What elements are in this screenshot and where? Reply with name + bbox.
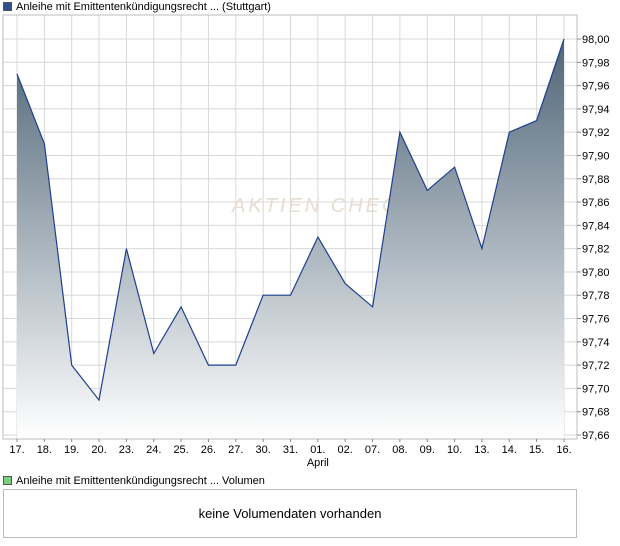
x-tick-label: 13. <box>474 444 489 456</box>
y-tick-label: 97,68 <box>582 407 610 419</box>
x-tick-label: 30. <box>256 444 271 456</box>
watermark: AKTIEN CHECK <box>231 195 416 217</box>
volume-legend: Anleihe mit Emittentenkündigungsrecht ..… <box>3 474 265 488</box>
volume-legend-swatch <box>3 476 12 485</box>
x-month-label: April <box>307 457 329 469</box>
price-line <box>16 38 565 402</box>
y-tick-label: 97,78 <box>582 290 610 302</box>
y-tick-label: 97,72 <box>582 360 610 372</box>
price-legend-swatch <box>3 2 12 11</box>
y-tick-label: 97,74 <box>582 337 610 349</box>
y-tick-label: 97,76 <box>582 314 610 326</box>
y-tick-label: 97,94 <box>582 104 610 116</box>
y-tick-label: 97,82 <box>582 244 610 256</box>
x-tick-label: 27. <box>228 444 243 456</box>
y-tick-label: 97,70 <box>582 383 610 395</box>
x-tick-label: 07. <box>365 444 380 456</box>
watermark-text: AKTIEN CHECK <box>231 195 416 217</box>
x-tick-label: 15. <box>529 444 544 456</box>
price-legend: Anleihe mit Emittentenkündigungsrecht ..… <box>3 0 271 14</box>
x-axis: 17. 18. 19. 20. 23. 24. 25. 26. 27. 30. 31. 01. 02. 0… <box>9 439 572 469</box>
x-tick-label: 26. <box>201 444 216 456</box>
price-legend-label: Anleihe mit Emittentenkündigungsrecht ..… <box>16 1 271 13</box>
x-tick-label: 25. <box>173 444 188 456</box>
x-tick-label: 23. <box>119 444 134 456</box>
x-tick-label: 20. <box>91 444 106 456</box>
x-tick-label: 09. <box>420 444 435 456</box>
x-tick-label: 01. <box>310 444 325 456</box>
y-tick-label: 97,80 <box>582 267 610 279</box>
x-tick-label: 08. <box>392 444 407 456</box>
y-tick-label: 97,66 <box>582 430 610 442</box>
volume-panel: keine Volumendaten vorhanden <box>3 489 577 538</box>
y-tick-label: 97,98 <box>582 57 610 69</box>
x-tick-label: 18. <box>37 444 52 456</box>
x-tick-label: 16. <box>556 444 571 456</box>
volume-legend-label: Anleihe mit Emittentenkündigungsrecht ..… <box>16 475 265 487</box>
x-tick-label: 24. <box>146 444 161 456</box>
x-tick-label: 19. <box>64 444 79 456</box>
y-tick-label: 97,92 <box>582 127 610 139</box>
y-axis: 98,00 97,98 97,96 97,94 97,92 97,90 97,88 97,86… <box>577 34 610 442</box>
y-tick-label: 97,88 <box>582 174 610 186</box>
x-tick-label: 14. <box>502 444 517 456</box>
x-tick-label: 17. <box>9 444 24 456</box>
y-tick-label: 98,00 <box>582 34 610 46</box>
x-tick-label: 10. <box>447 444 462 456</box>
x-tick-label: 02. <box>338 444 353 456</box>
y-tick-label: 97,90 <box>582 150 610 162</box>
y-tick-label: 97,96 <box>582 81 610 93</box>
y-tick-label: 97,86 <box>582 197 610 209</box>
price-area <box>17 39 564 439</box>
volume-empty-message: keine Volumendaten vorhanden <box>198 506 382 521</box>
x-tick-label: 31. <box>283 444 298 456</box>
y-tick-label: 97,84 <box>582 220 610 232</box>
